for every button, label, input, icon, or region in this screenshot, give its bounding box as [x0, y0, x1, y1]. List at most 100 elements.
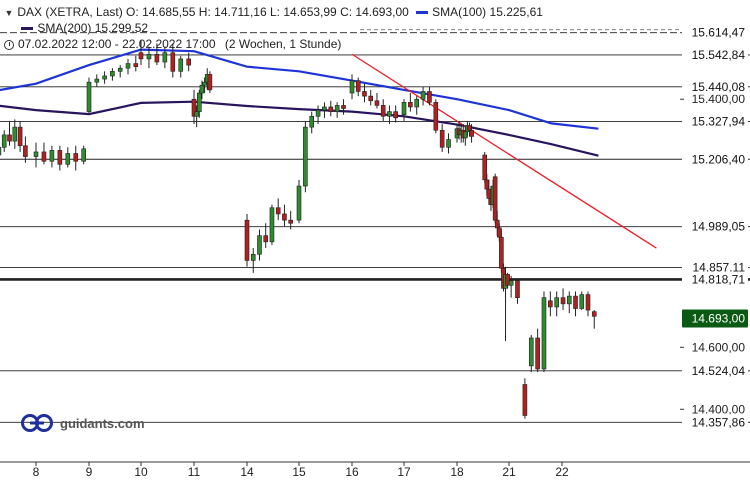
guidants-logo-icon: [21, 414, 53, 432]
level-badge-bg-4: [682, 151, 748, 168]
legend-row-sma200: SMA(200) 15.299,52: [4, 20, 148, 36]
candle-body-52: [349, 80, 355, 94]
candle-body-6: [17, 126, 23, 147]
triangle-down-icon[interactable]: ▼: [4, 8, 14, 18]
candle-body-44: [296, 185, 302, 221]
candle-body-28: [186, 58, 191, 66]
candle-body-49: [328, 106, 334, 112]
sma100-swatch: [416, 11, 429, 15]
candle-body-67: [446, 139, 451, 148]
candle-body-37: [250, 253, 256, 261]
level-label-9: 14.357,86: [692, 415, 746, 429]
candle-body-40: [269, 207, 275, 243]
candle-body-47: [315, 109, 321, 117]
candle-body-75: [469, 129, 474, 137]
legend-high: 14.711,16: [214, 5, 267, 19]
y-axis: 14.400,00 14.600,00 15.400,00 15.614,47 15.5…: [680, 24, 748, 431]
candle-body-23: [146, 53, 152, 60]
candle-body-72: [463, 131, 468, 139]
level-label-3: 15.327,94: [692, 115, 746, 129]
level-label-2: 15.440,08: [692, 80, 746, 94]
level-badge-bg-5: [682, 218, 748, 235]
candle-body-96: [560, 297, 566, 305]
candle-body-8: [33, 151, 39, 157]
x-tick-label-0: 8: [33, 465, 40, 479]
legend-period: 07.02.2022 12:00 - 22.02.2022 17:00: [18, 37, 216, 51]
candle-body-45: [303, 126, 308, 187]
candle-body-83: [496, 227, 502, 238]
legend-sma200-label[interactable]: SMA(200): [37, 21, 92, 35]
candle-body-62: [414, 98, 420, 108]
x-axis: 8 9 10 11 14 15 16 17 18 21 22: [0, 461, 750, 479]
candle-body-51: [341, 105, 346, 109]
legend-close-label: C:: [340, 5, 353, 19]
candle-body-14: [81, 148, 86, 162]
x-tick-label-9: 21: [502, 465, 516, 479]
x-tick-label-1: 9: [86, 465, 93, 479]
candle-body-24: [154, 53, 160, 63]
horizontal-levels: [0, 29, 750, 423]
candle-body-61: [408, 102, 413, 108]
legend-open: 14.685,55: [142, 5, 196, 19]
level-label-0: 15.614,47: [692, 26, 746, 40]
y-tick-label-1: 14.600,00: [692, 340, 746, 354]
trendline: [351, 53, 657, 249]
legend-row-period: 07.02.2022 12:00 - 22.02.2022 17:00 (2 W…: [4, 36, 341, 52]
level-badge-bg-0: [682, 24, 748, 41]
candle-body-99: [579, 294, 585, 309]
guidants-logo[interactable]: guidants.com: [20, 413, 145, 433]
candle-body-56: [374, 100, 380, 106]
candle-body-101: [591, 311, 597, 317]
level-badge-bg-8: [682, 362, 748, 379]
candle-body-33: [202, 81, 207, 86]
candle-body-88: [508, 280, 514, 286]
level-badge-bg-3: [682, 113, 748, 130]
x-tick-label-7: 17: [397, 465, 411, 479]
candle-body-15: [86, 81, 92, 112]
candle-body-65: [433, 102, 439, 131]
level-label-8: 14.524,04: [692, 364, 746, 378]
candle-body-95: [554, 297, 560, 308]
candle-body-36: [244, 219, 250, 261]
legend-low-label: L:: [269, 5, 280, 19]
candle-body-29: [191, 98, 197, 117]
candle-body-19: [117, 67, 123, 72]
level-badge-bg-2: [682, 78, 748, 95]
clock-icon: [4, 40, 14, 50]
candle-body-94: [548, 300, 553, 308]
candle-body-58: [387, 111, 392, 117]
candle-body-84: [499, 236, 504, 269]
candle-body-41: [275, 207, 281, 215]
candle-body-16: [94, 78, 100, 83]
legend-sma200-value: 15.299,52: [94, 21, 149, 35]
x-tick-label-10: 22: [555, 465, 569, 479]
candle-body-3: [1, 134, 7, 148]
legend-high-label: H:: [198, 5, 211, 19]
candle-body-48: [322, 106, 327, 111]
candle-body-59: [393, 111, 398, 119]
candle-body-64: [427, 91, 432, 103]
candle-body-53: [355, 80, 361, 92]
level-label-5: 14.989,05: [692, 220, 746, 234]
candle-body-54: [362, 91, 367, 97]
candle-body-38: [257, 235, 262, 255]
legend-sma100-label[interactable]: SMA(100): [432, 5, 487, 19]
level-badge-bg-9: [682, 414, 748, 431]
x-tick-label-8: 18: [450, 465, 464, 479]
legend-row-price: ▼ DAX (XETRA, Last) O: 14.685,55 H: 14.7…: [4, 4, 543, 21]
candle-body-89: [515, 280, 520, 298]
candle-body-42: [282, 213, 287, 221]
candle-body-32: [199, 84, 205, 94]
current-price-label: 14.693,00: [692, 311, 746, 325]
x-tick-label-6: 16: [345, 465, 359, 479]
level-label-1: 15.542,84: [692, 48, 746, 62]
y-tick-label-0: 14.400,00: [692, 402, 746, 416]
legend-timeframe[interactable]: (2 Wochen, 1 Stunde): [224, 37, 342, 51]
sma100-line: [0, 48, 599, 130]
candle-body-66: [439, 129, 445, 148]
trendline-group: [351, 53, 657, 249]
candle-body-30: [194, 111, 199, 117]
candle-body-74: [467, 125, 472, 131]
legend-symbol: DAX (XETRA, Last): [17, 5, 123, 19]
